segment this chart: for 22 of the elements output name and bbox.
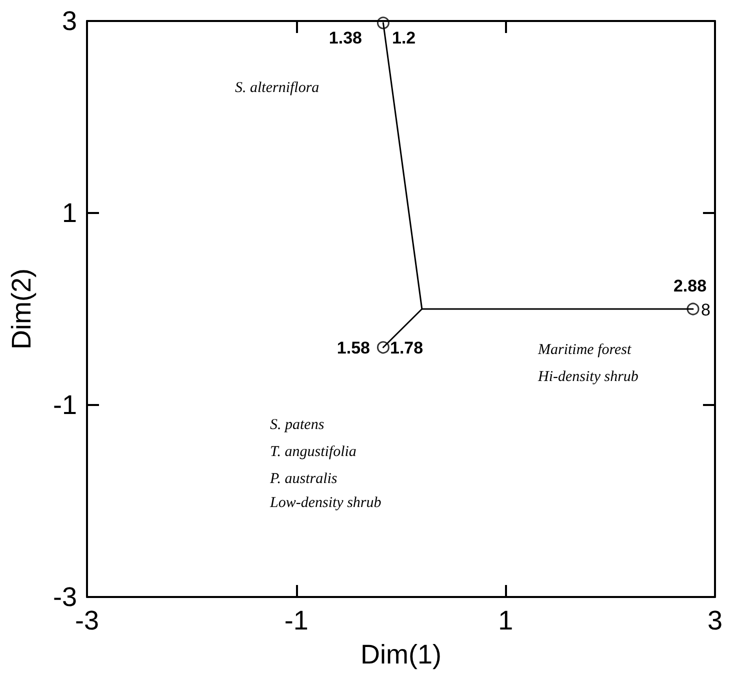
- y-tick-label: -3: [52, 582, 77, 612]
- annotation: 1.58: [336, 338, 370, 358]
- annotation: 8: [701, 300, 710, 320]
- annotation: 1.38: [328, 28, 362, 48]
- annotation: Hi-density shrub: [537, 369, 639, 385]
- y-axis-title: Dim(2): [6, 268, 36, 350]
- annotation: Maritime forest: [537, 342, 632, 358]
- annotation: 1.2: [392, 28, 416, 48]
- annotation: 2.88: [673, 276, 707, 296]
- annotation: T. angustifolia: [270, 444, 356, 460]
- annotation: P. australis: [269, 471, 338, 487]
- x-axis-title: Dim(1): [360, 640, 442, 670]
- y-tick-label: 3: [62, 6, 77, 36]
- y-tick-label: -1: [52, 390, 77, 420]
- annotation: S. patens: [270, 417, 324, 433]
- annotation: Low-density shrub: [269, 495, 382, 511]
- y-tick-label: 1: [62, 198, 77, 228]
- x-tick-label: 3: [707, 606, 723, 636]
- x-tick-label: -1: [284, 606, 308, 636]
- x-tick-label: 1: [498, 606, 514, 636]
- annotation: 1.78: [390, 338, 424, 358]
- annotation: S. alterniflora: [235, 80, 320, 96]
